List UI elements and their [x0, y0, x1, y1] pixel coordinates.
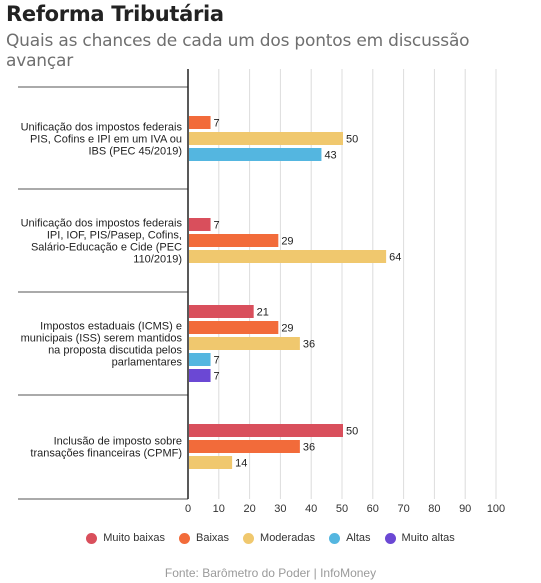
data-label: 29: [281, 323, 293, 335]
bar-chart: 0 10 20 30 40 50 60 70 80 90 100 Unificação dos imp…: [18, 69, 505, 515]
data-label: 21: [257, 307, 269, 319]
legend-swatch: [243, 532, 255, 544]
x-tick-label: 40: [305, 503, 317, 515]
chart-title: Reforma Tributária: [6, 2, 224, 26]
category-label: Unificação dos impostos federais: [21, 122, 183, 134]
category-label: Unificação dos impostos federais: [21, 218, 183, 230]
data-label: 36: [303, 442, 315, 454]
x-tick-label: 20: [243, 503, 255, 515]
data-label: 50: [346, 134, 358, 146]
x-tick-label: 100: [487, 503, 505, 515]
legend-label: Altas: [346, 532, 371, 544]
data-label: 36: [303, 339, 315, 351]
x-tick-label: 80: [428, 503, 440, 515]
bar-moderadas: [189, 456, 233, 469]
bar-moderadas: [189, 132, 343, 145]
x-tick-label: 60: [367, 503, 379, 515]
bar-moderadas: [189, 337, 300, 350]
bar-moderadas: [189, 250, 387, 263]
chart-subtitle: Quais as chances de cada um dos pontos e…: [6, 31, 470, 71]
bar-baixas: [189, 116, 211, 129]
data-label: 64: [389, 252, 401, 264]
legend-item: Muito altas: [384, 532, 455, 544]
x-tick-label: 90: [459, 503, 471, 515]
source-note: Fonte: Barômetro do Poder | InfoMoney: [164, 566, 377, 580]
category-label: na proposta discutida pelos: [48, 345, 182, 357]
data-label: 50: [346, 426, 358, 438]
category-label: municipais (ISS) serem mantidos: [21, 333, 183, 345]
bar-baixas: [189, 440, 300, 453]
legend-item: Altas: [329, 532, 371, 544]
bar-altas: [189, 353, 211, 366]
legend-label: Muito altas: [401, 532, 455, 544]
x-tick-label: 70: [397, 503, 409, 515]
category-label: Inclusão de imposto sobre: [54, 436, 182, 448]
legend-label: Baixas: [196, 532, 230, 544]
category-label: IPI, IOF, PIS/Pasep, Cofins,: [47, 230, 182, 242]
legend-item: Muito baixas: [86, 532, 165, 544]
bar-baixas: [189, 321, 279, 334]
category-label: transações financeiras (CPMF): [30, 448, 182, 460]
bar-muito-baixas: [189, 424, 343, 437]
x-tick-label: 0: [185, 503, 191, 515]
legend-swatch: [384, 532, 396, 544]
legend-label: Moderadas: [260, 532, 316, 544]
data-label: 43: [324, 150, 336, 162]
bar-muito-altas: [189, 369, 211, 382]
category-label: parlamentares: [112, 357, 183, 369]
legend-item: Moderadas: [243, 532, 315, 544]
legend-swatch: [86, 532, 98, 544]
category-label: 110/2019): [133, 254, 182, 266]
data-label: 29: [281, 236, 293, 248]
data-label: 7: [214, 355, 220, 367]
legend: Muito baixas Baixas Moderadas Altas Muito al…: [0, 532, 541, 544]
x-tick-label: 50: [336, 503, 348, 515]
bar-altas: [189, 148, 322, 161]
legend-swatch: [329, 532, 341, 544]
legend-label: Muito baixas: [103, 532, 165, 544]
legend-swatch: [179, 532, 190, 544]
data-label: 14: [235, 458, 247, 470]
category-label: Impostos estaduais (ICMS) e: [40, 321, 182, 333]
x-tick-label: 10: [213, 503, 225, 515]
bar-muito-baixas: [189, 305, 254, 318]
legend-item: Baixas: [179, 532, 229, 544]
category-label: IBS (PEC 45/2019): [88, 146, 182, 158]
data-label: 7: [214, 220, 220, 232]
category-label: PIS, Cofins e IPI em um IVA ou: [30, 134, 182, 146]
data-label: 7: [214, 371, 220, 383]
bar-muito-baixas: [189, 218, 211, 231]
data-label: 7: [214, 118, 220, 130]
category-label: Salário-Educação e Cide (PEC: [31, 242, 182, 254]
x-tick-label: 30: [274, 503, 286, 515]
bar-baixas: [189, 234, 279, 247]
